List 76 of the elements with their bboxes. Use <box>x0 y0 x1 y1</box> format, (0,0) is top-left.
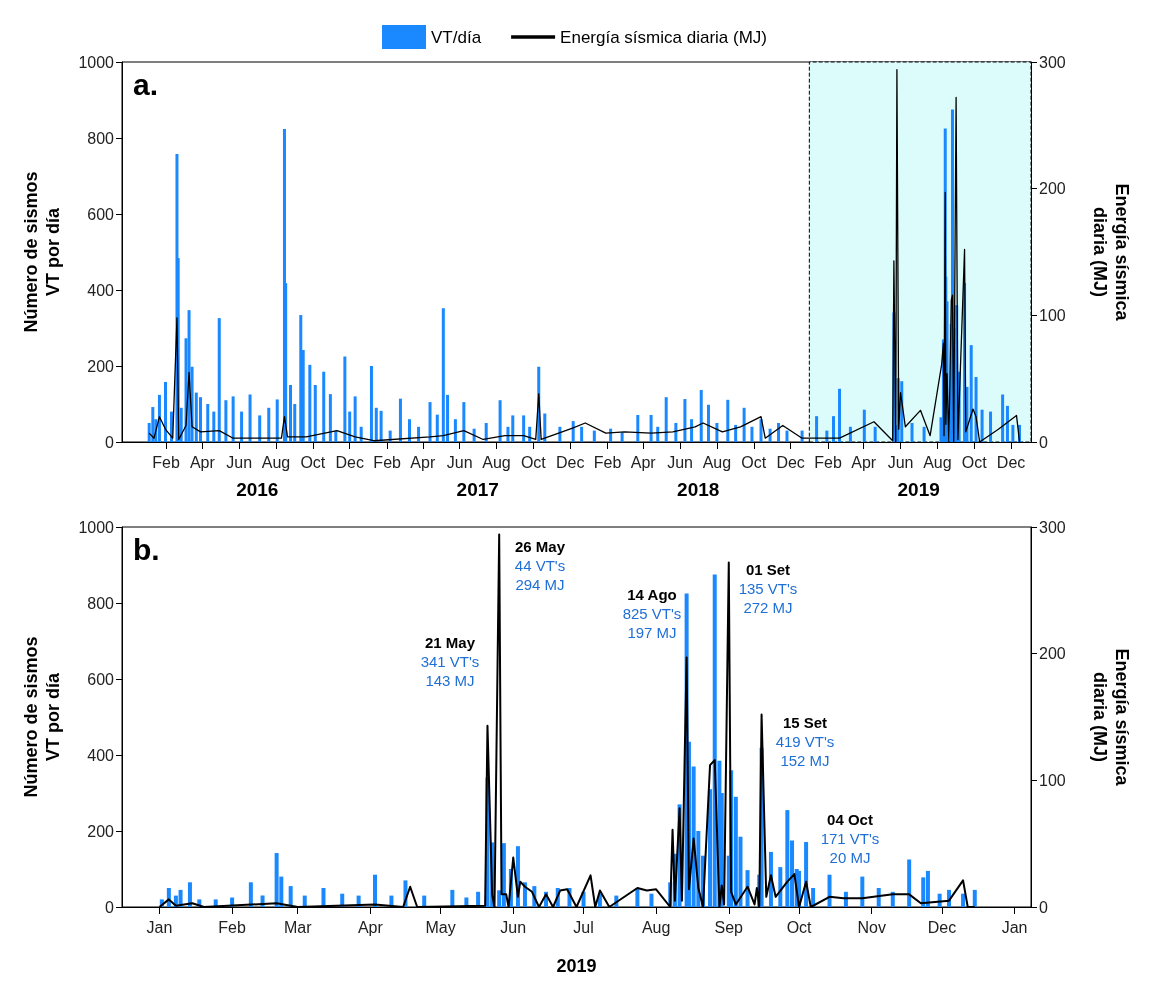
x-tick-label: Jun <box>667 453 693 471</box>
x-tick-label: Feb <box>593 453 622 471</box>
x-tick-label: Dec <box>996 453 1026 471</box>
x-tick-label: Apr <box>410 453 436 471</box>
x-tick-label: Mar <box>283 918 313 936</box>
x-tick-label: Apr <box>189 453 216 471</box>
x-tick-label: Oct <box>300 453 326 471</box>
chart-title: a. <box>133 67 159 101</box>
annotation: 14 Ago 825 VT's 197 MJ <box>622 586 682 641</box>
x-tick-label: Apr <box>630 453 657 471</box>
x-tick-label: Jun <box>226 453 253 471</box>
legend-label: Energía sísmica diaria (MJ) <box>560 27 767 47</box>
y-tick-label: 800 <box>87 129 115 147</box>
y-tick-label: 0 <box>105 433 115 451</box>
y-tick-label: 400 <box>87 281 115 299</box>
x-tick-label: Nov <box>857 918 886 936</box>
y-tick-label: 800 <box>87 594 115 612</box>
y-axis-title: Número de sismos VT por día <box>21 636 63 798</box>
y2-axis-title: Energía sísmica diaria (MJ) <box>1090 648 1132 787</box>
chart-title: b. <box>133 532 160 566</box>
y2-tick-label: 300 <box>1039 518 1066 536</box>
x-tick-label: Dec <box>555 453 585 471</box>
x-tick-label: Oct <box>786 918 813 936</box>
x-tick-label: Oct <box>961 453 988 471</box>
x-tick-label: Sep <box>714 918 744 936</box>
x-tick-label: Feb <box>814 453 842 471</box>
x-tick-label: Jun <box>446 453 473 471</box>
x-tick-label: Apr <box>851 453 877 471</box>
x-tick-label: Dec <box>927 918 957 936</box>
x-tick-label: Feb <box>373 453 402 471</box>
x-tick-label: Jan <box>1001 918 1028 936</box>
x-tick-label: Jan <box>146 918 173 936</box>
y-tick-label: 200 <box>87 357 115 375</box>
y2-tick-label: 0 <box>1039 898 1048 916</box>
x-tick-label: Dec <box>776 453 805 471</box>
y2-tick-label: 200 <box>1039 180 1066 198</box>
x2-tick-label: 2018 <box>677 479 720 500</box>
y-tick-label: 600 <box>87 670 115 688</box>
y-tick-label: 600 <box>87 205 115 223</box>
y2-tick-label: 0 <box>1039 433 1048 451</box>
y2-tick-label: 100 <box>1039 306 1066 324</box>
x-tick-label: Jun <box>887 453 914 471</box>
y2-tick-label: 100 <box>1039 771 1066 789</box>
x-tick-label: Jun <box>500 918 527 936</box>
annotation: 26 May 44 VT's 294 MJ <box>514 538 566 593</box>
x-tick-label: Jul <box>573 918 594 936</box>
y2-tick-label: 300 <box>1039 53 1066 71</box>
annotation: 21 May 341 VT's 143 MJ <box>420 634 480 689</box>
y2-tick-label: 200 <box>1039 645 1066 663</box>
x-tick-label: Aug <box>482 453 511 471</box>
y-axis-title: Número de sismos VT por día <box>21 171 63 333</box>
y-tick-label: 1000 <box>78 53 115 71</box>
y2-axis-title: Energía sísmica diaria (MJ) <box>1090 183 1132 322</box>
x-tick-label: Feb <box>218 918 246 936</box>
x-tick-label: May <box>425 918 456 936</box>
x2-tick-label: 2019 <box>897 479 940 500</box>
x-tick-label: Oct <box>741 453 767 471</box>
x-tick-label: Oct <box>520 453 547 471</box>
y-tick-label: 1000 <box>78 518 115 536</box>
x-axis-title: 2019 <box>556 956 597 976</box>
x-tick-label: Aug <box>261 453 291 471</box>
y-tick-label: 200 <box>87 822 115 840</box>
annotation: 01 Set 135 VT's 272 MJ <box>738 561 798 616</box>
annotation: 04 Oct 171 VT's 20 MJ <box>820 811 880 866</box>
x2-tick-label: 2017 <box>456 479 499 500</box>
x-tick-label: Aug <box>702 453 732 471</box>
x2-tick-label: 2016 <box>236 479 279 500</box>
x-tick-label: Apr <box>357 918 384 936</box>
x-tick-label: Aug <box>923 453 952 471</box>
x-tick-label: Aug <box>641 918 671 936</box>
annotation: 15 Set 419 VT's 152 MJ <box>775 714 835 769</box>
x-tick-label: Dec <box>335 453 364 471</box>
y-tick-label: 400 <box>87 746 115 764</box>
y-tick-label: 0 <box>105 898 115 916</box>
legend-label: VT/día <box>431 27 482 47</box>
x-tick-label: Feb <box>152 453 180 471</box>
